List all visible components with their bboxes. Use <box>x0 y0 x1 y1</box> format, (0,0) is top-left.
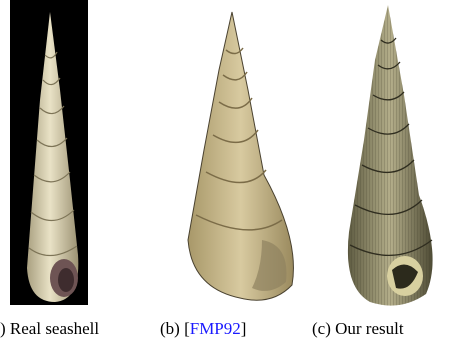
image-real-seashell <box>10 0 88 305</box>
image-our-result <box>348 5 433 306</box>
figure: ) Real seashell (b) [FMP92] (c) Our resu… <box>0 0 454 347</box>
caption-a: ) Real seashell <box>0 319 99 338</box>
caption-b-suffix: ] <box>241 319 247 338</box>
image-fmp92 <box>188 12 293 300</box>
caption-b: (b) [FMP92] <box>160 319 246 338</box>
citation-link[interactable]: FMP92 <box>190 319 241 338</box>
caption-b-prefix: (b) [ <box>160 319 190 338</box>
page: ) Real seashell (b) [FMP92] (c) Our resu… <box>0 0 454 347</box>
caption-c: (c) Our result <box>312 319 404 338</box>
